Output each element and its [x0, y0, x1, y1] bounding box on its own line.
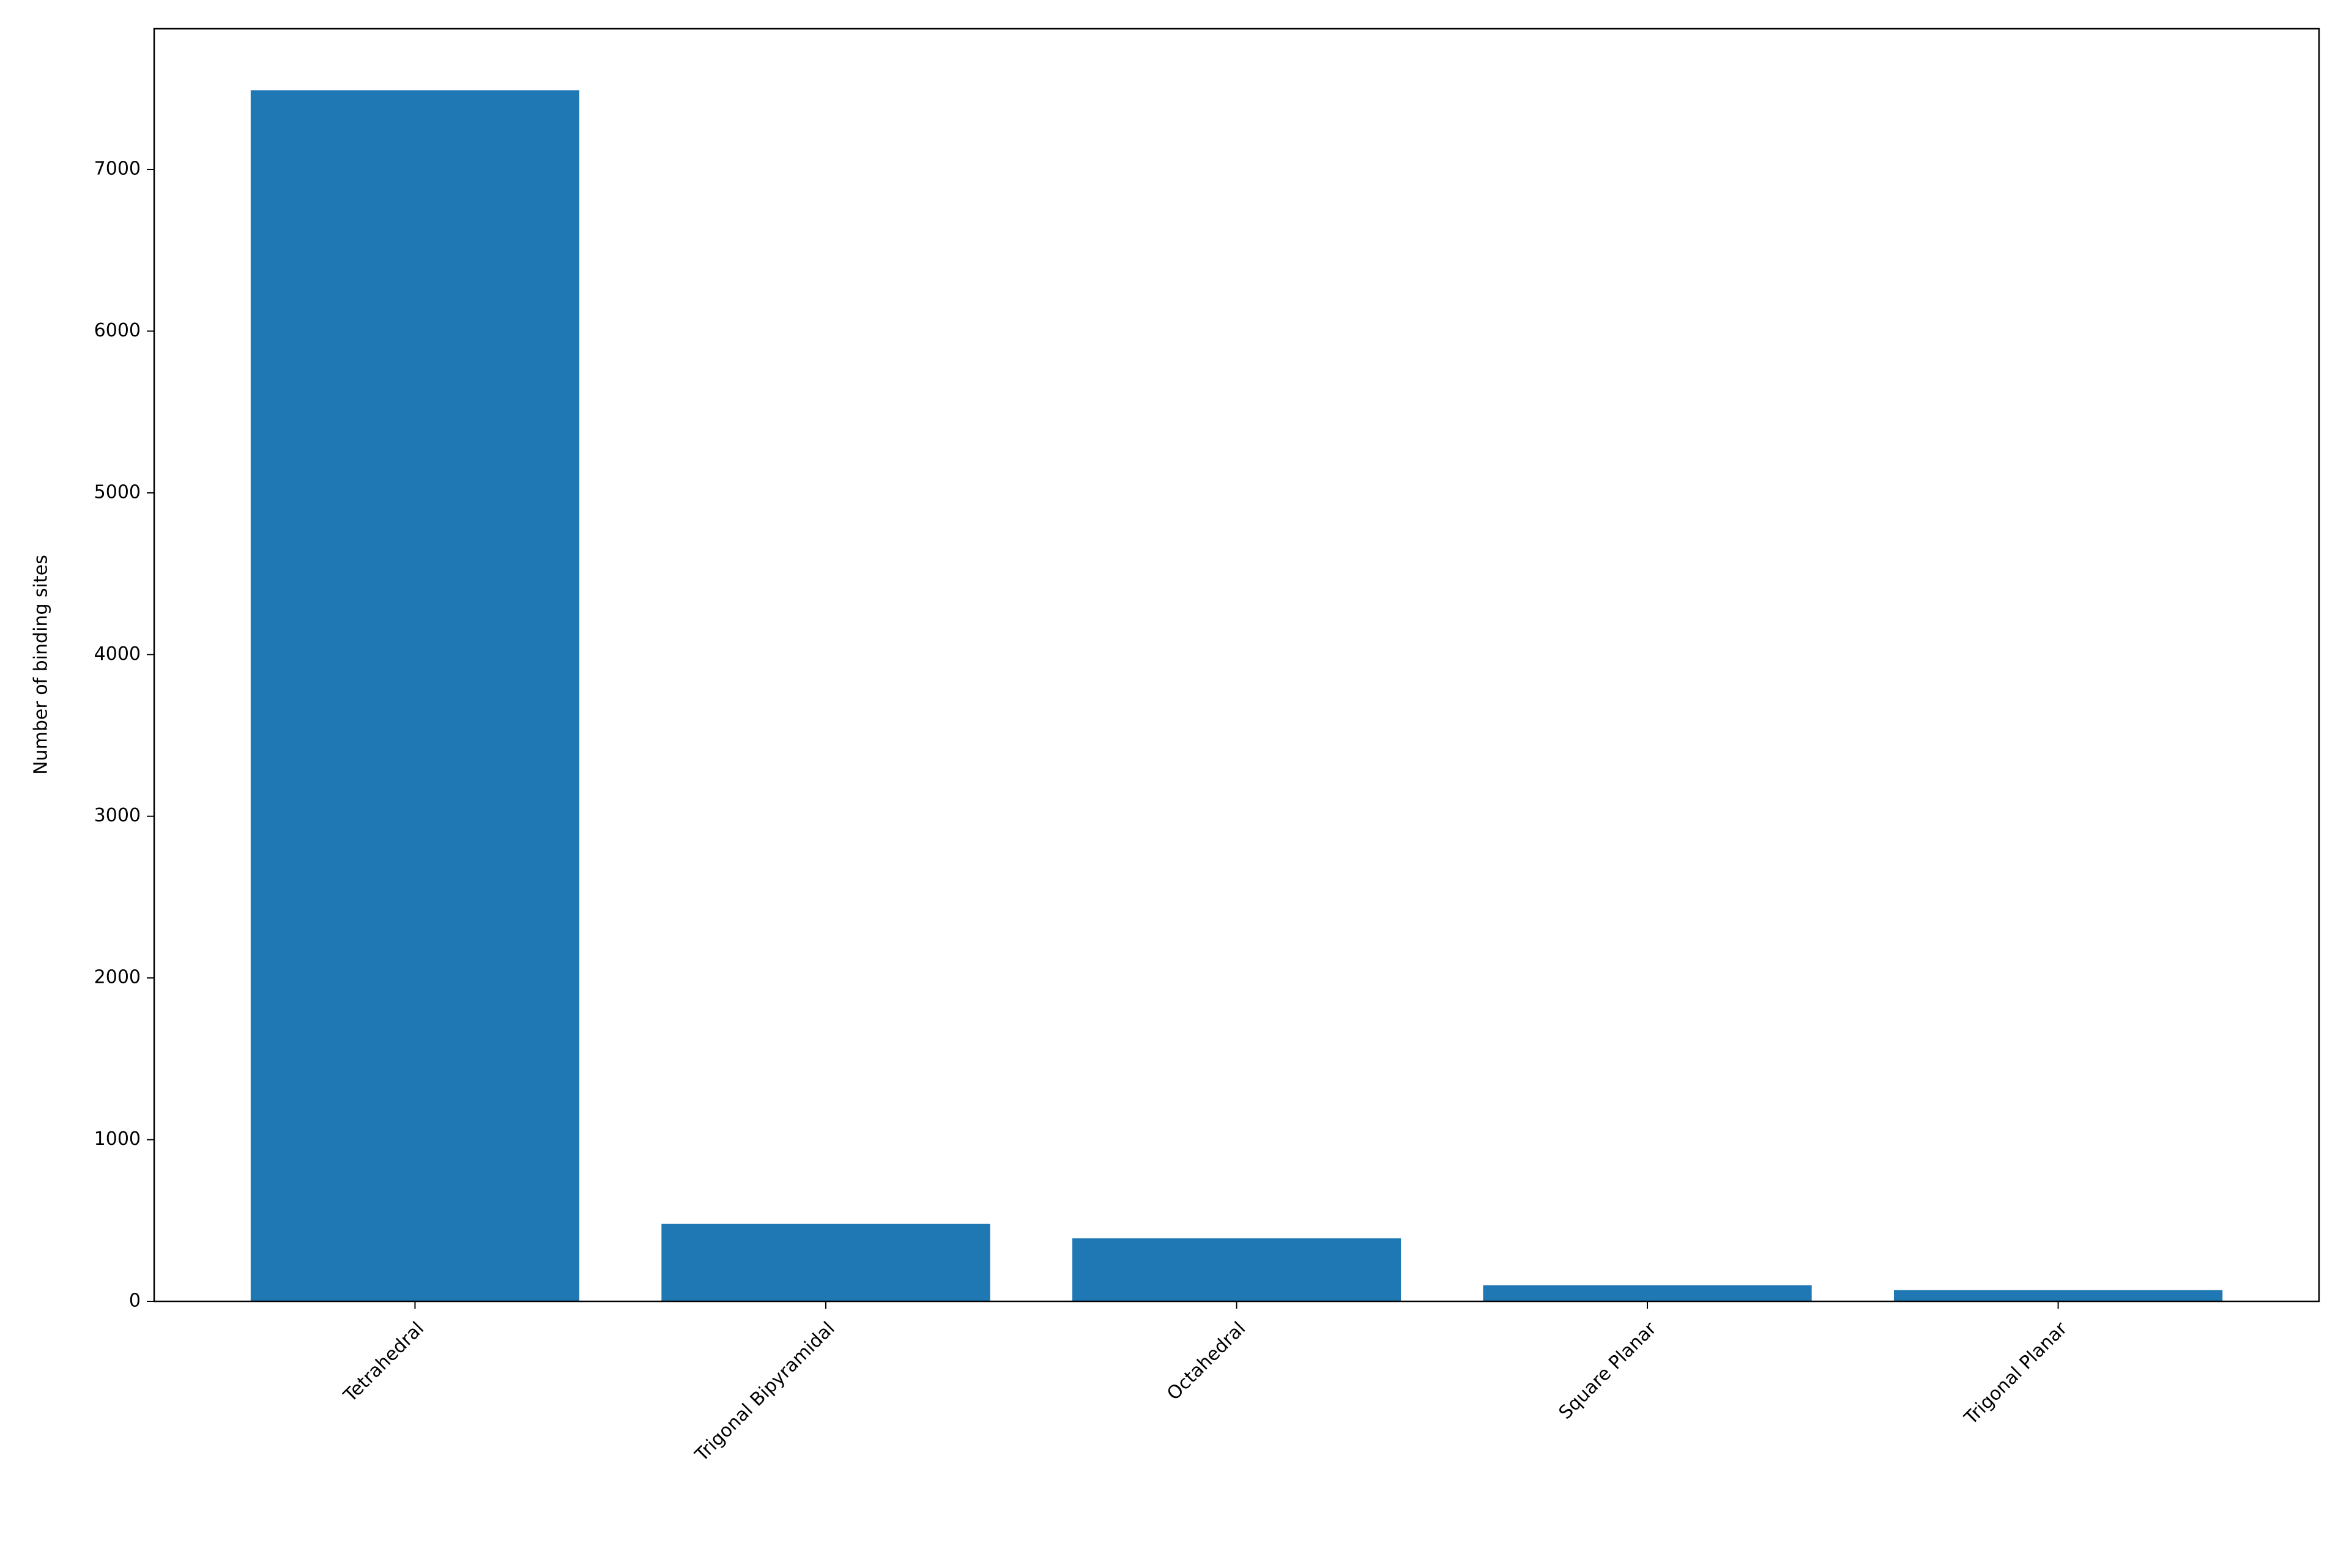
bar [661, 1224, 990, 1301]
bar [1893, 1290, 2223, 1301]
y-tick-label: 0 [129, 1290, 141, 1312]
y-tick-label: 3000 [94, 805, 141, 826]
axes-frame [153, 28, 2320, 1303]
y-tick-label: 5000 [94, 481, 141, 503]
y-tick-label: 2000 [94, 967, 141, 988]
y-tick-label: 4000 [94, 643, 141, 665]
bar [250, 90, 580, 1301]
y-tick-label: 1000 [94, 1128, 141, 1150]
y-tick-label: 6000 [94, 320, 141, 341]
y-tick-label: 7000 [94, 158, 141, 180]
y-axis-label: Number of binding sites [31, 555, 52, 775]
bar [1072, 1238, 1401, 1301]
bar [1483, 1285, 1812, 1301]
